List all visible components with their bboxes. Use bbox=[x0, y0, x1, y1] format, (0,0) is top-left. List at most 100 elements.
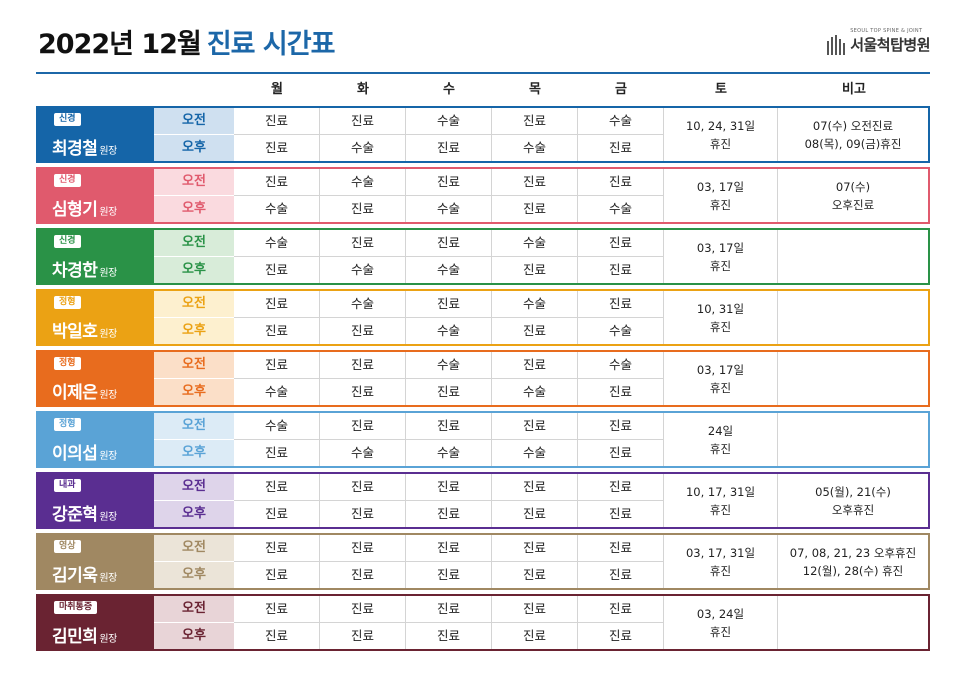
pm-row: 진료 진료 진료 진료 진료 bbox=[234, 623, 664, 649]
logo-bars-icon bbox=[827, 35, 846, 55]
weekday-schedule: 진료 진료 수술 진료 수술 수술 진료 진료 수술 진료 bbox=[234, 352, 664, 405]
department-badge: 마취통증 bbox=[54, 601, 98, 614]
pm-label: 오후 bbox=[182, 445, 206, 460]
am-row: 진료 진료 진료 진료 진료 bbox=[234, 535, 664, 562]
note-line-1: 07, 08, 21, 23 오후휴진 bbox=[789, 545, 917, 560]
schedule-cell: 진료 bbox=[492, 318, 578, 344]
doctor-schedule-block: 신경 최경철 원장 오전 오후 진료 진료 수술 진료 수술 진료 수술 진료 수술 진료 10, 24, 3… bbox=[36, 106, 930, 163]
header-sat: 토 bbox=[715, 82, 727, 97]
department-badge: 내과 bbox=[54, 479, 81, 492]
note-cell: 07, 08, 21, 23 오후휴진 12(월), 28(수) 휴진 bbox=[778, 535, 928, 588]
am-label: 오전 bbox=[154, 474, 234, 501]
pm-row: 수술 진료 진료 수술 진료 bbox=[234, 379, 664, 405]
am-label: 오전 bbox=[154, 596, 234, 623]
am-row: 진료 진료 수술 진료 수술 bbox=[234, 352, 664, 379]
saturday-dates: 03, 17일 bbox=[696, 179, 745, 194]
am-label: 오전 bbox=[154, 352, 234, 379]
doctor-name-label: 김민희 원장 bbox=[52, 622, 117, 647]
schedule-cell: 진료 bbox=[406, 501, 492, 527]
doctor-name-label: 최경철 원장 bbox=[52, 134, 117, 159]
doctor-schedule-block: 신경 차경한 원장 오전 오후 수술 진료 진료 수술 진료 진료 수술 수술 진료 진료 03, 17일 휴진 bbox=[36, 228, 930, 285]
saturday-cell: 03, 17일 휴진 bbox=[664, 230, 778, 283]
pm-label: 오후 bbox=[182, 323, 206, 338]
saturday-status: 휴진 bbox=[709, 624, 732, 639]
schedule-cell: 진료 bbox=[492, 474, 578, 500]
table-header: 월 화 수 목 금 토 비고 bbox=[234, 78, 930, 102]
doctor-name: 최경철 bbox=[52, 139, 98, 159]
pm-label: 오후 bbox=[182, 201, 206, 216]
note-cell: 07(수) 오후진료 bbox=[778, 169, 928, 222]
note-line-2: 08(목), 09(금)휴진 bbox=[804, 136, 902, 151]
page-title: 2022년 12월 진료 시간표 bbox=[38, 22, 335, 61]
doctor-name-label: 차경한 원장 bbox=[52, 256, 117, 281]
schedule-cell: 진료 bbox=[406, 169, 492, 195]
schedule-cell: 진료 bbox=[234, 562, 320, 588]
schedule-cell: 진료 bbox=[406, 413, 492, 439]
schedule-cell: 진료 bbox=[320, 230, 406, 256]
schedule-cell: 진료 bbox=[320, 379, 406, 405]
saturday-dates: 03, 24일 bbox=[696, 606, 745, 621]
weekday-schedule: 진료 진료 수술 진료 수술 진료 수술 진료 수술 진료 bbox=[234, 108, 664, 161]
saturday-status: 휴진 bbox=[709, 380, 732, 395]
pm-row: 진료 수술 진료 수술 진료 bbox=[234, 135, 664, 161]
note-cell bbox=[778, 596, 928, 649]
doctor-name: 박일호 bbox=[52, 322, 98, 342]
schedule-cell: 진료 bbox=[578, 291, 664, 317]
doctor-title: 원장 bbox=[99, 634, 117, 645]
doctor-name: 심형기 bbox=[52, 200, 98, 220]
pm-row: 수술 진료 수술 진료 수술 bbox=[234, 196, 664, 222]
schedule-cell: 수술 bbox=[406, 196, 492, 222]
schedule-cell: 진료 bbox=[234, 352, 320, 378]
schedule-cell: 수술 bbox=[320, 257, 406, 283]
schedule-cell: 진료 bbox=[320, 413, 406, 439]
schedule-cell: 진료 bbox=[578, 501, 664, 527]
pm-label: 오후 bbox=[182, 140, 206, 155]
schedule-cell: 진료 bbox=[320, 474, 406, 500]
department-badge: 신경 bbox=[54, 235, 81, 248]
doctor-name-label: 심형기 원장 bbox=[52, 195, 117, 220]
schedule-cell: 수술 bbox=[320, 135, 406, 161]
schedule-cell: 진료 bbox=[406, 596, 492, 622]
doctor-title: 원장 bbox=[99, 512, 117, 523]
saturday-status: 휴진 bbox=[709, 319, 732, 334]
schedule-cell: 진료 bbox=[578, 596, 664, 622]
weekday-schedule: 진료 수술 진료 수술 진료 진료 진료 수술 진료 수술 bbox=[234, 291, 664, 344]
am-label: 오전 bbox=[154, 108, 234, 135]
department-badge: 정형 bbox=[54, 418, 81, 431]
schedule-cell: 진료 bbox=[578, 413, 664, 439]
session-labels: 오전 오후 bbox=[154, 474, 234, 527]
schedule-cell: 진료 bbox=[406, 291, 492, 317]
schedule-cell: 진료 bbox=[320, 623, 406, 649]
saturday-status: 휴진 bbox=[709, 502, 732, 517]
saturday-status: 휴진 bbox=[709, 563, 732, 578]
doctor-info: 신경 최경철 원장 bbox=[38, 108, 154, 161]
title-year-month: 2022년 12월 bbox=[38, 29, 202, 60]
saturday-dates: 03, 17일 bbox=[696, 240, 745, 255]
schedule-cell: 진료 bbox=[578, 440, 664, 466]
schedule-cell: 진료 bbox=[406, 535, 492, 561]
schedule-cell: 진료 bbox=[406, 135, 492, 161]
schedule-cell: 진료 bbox=[492, 623, 578, 649]
schedule-cell: 수술 bbox=[406, 108, 492, 134]
doctor-name: 강준혁 bbox=[52, 505, 98, 525]
schedule-cell: 수술 bbox=[492, 440, 578, 466]
doctor-title: 원장 bbox=[99, 451, 117, 462]
doctor-name-label: 김기욱 원장 bbox=[52, 561, 117, 586]
schedule-cell: 진료 bbox=[492, 501, 578, 527]
doctor-schedule-block: 정형 박일호 원장 오전 오후 진료 수술 진료 수술 진료 진료 진료 수술 진료 수술 10, 31일 휴진 bbox=[36, 289, 930, 346]
schedule-cell: 진료 bbox=[406, 230, 492, 256]
schedule-cell: 수술 bbox=[578, 318, 664, 344]
doctor-name: 이의섭 bbox=[52, 444, 98, 464]
weekday-schedule: 진료 진료 진료 진료 진료 진료 진료 진료 진료 진료 bbox=[234, 596, 664, 649]
schedule-cell: 진료 bbox=[578, 562, 664, 588]
schedule-cell: 수술 bbox=[578, 108, 664, 134]
schedule-cell: 진료 bbox=[234, 440, 320, 466]
schedule-cell: 수술 bbox=[578, 196, 664, 222]
department-badge: 영상 bbox=[54, 540, 81, 553]
schedule-cell: 수술 bbox=[406, 440, 492, 466]
am-row: 진료 진료 수술 진료 수술 bbox=[234, 108, 664, 135]
